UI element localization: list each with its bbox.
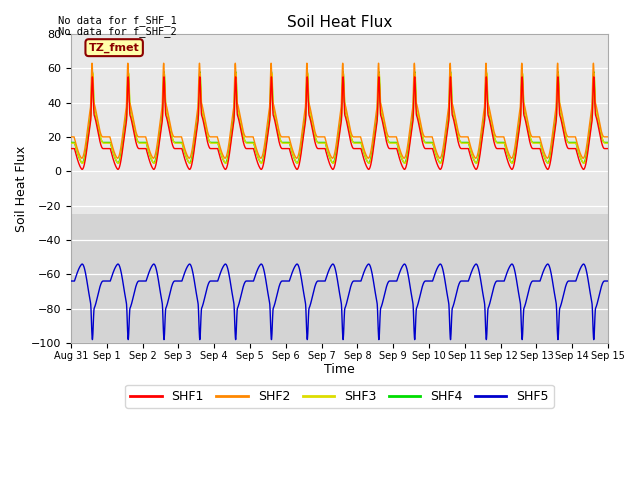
SHF2 [461,134,468,140]
SHF1 [413,114,421,120]
SHF3 [244,140,252,146]
SHF3 [413,108,421,114]
SHF4 [68,140,76,145]
SHF5 [461,278,468,284]
SHF4 [67,140,75,145]
SHF4 [563,138,571,144]
SHF5 [244,278,252,284]
Title: Soil Heat Flux: Soil Heat Flux [287,15,392,30]
Line: SHF3: SHF3 [71,73,608,163]
SHF1 [604,146,612,152]
SHF1 [78,167,86,172]
SHF3 [67,140,75,146]
SHF2 [114,156,122,161]
SHF4 [346,131,354,136]
SHF2 [413,102,421,108]
Y-axis label: Soil Heat Flux: Soil Heat Flux [15,145,28,232]
SHF1 [88,74,96,80]
SHF4 [244,140,252,145]
SHF1 [346,136,354,142]
Text: No data for f_SHF_1: No data for f_SHF_1 [58,15,177,26]
SHF5 [563,279,571,285]
SHF5 [68,278,76,284]
SHF5 [88,337,96,343]
SHF5 [604,278,612,284]
SHF1 [244,146,252,152]
Line: SHF4: SHF4 [71,72,608,163]
SHF2 [563,133,571,139]
SHF3 [346,129,354,135]
SHF1 [563,144,571,150]
SHF1 [68,146,76,152]
SHF5 [67,278,75,284]
SHF5 [346,286,354,291]
SHF2 [244,134,252,140]
SHF4 [604,140,612,145]
SHF3 [79,160,86,166]
SHF3 [376,71,383,76]
SHF4 [413,108,421,114]
SHF5 [78,261,86,267]
SHF3 [604,140,612,146]
Text: No data for f_SHF_2: No data for f_SHF_2 [58,26,177,37]
SHF2 [67,134,75,140]
Bar [71,214,608,343]
Line: SHF5: SHF5 [71,264,608,340]
Line: SHF2: SHF2 [71,63,608,158]
SHF4 [78,160,86,166]
Legend: SHF1, SHF2, SHF3, SHF4, SHF5: SHF1, SHF2, SHF3, SHF4, SHF5 [125,385,554,408]
SHF3 [461,140,468,146]
SHF1 [461,146,468,152]
SHF4 [461,140,468,145]
Line: SHF1: SHF1 [71,77,608,169]
SHF2 [604,134,612,140]
SHF2 [232,60,239,66]
SHF2 [68,134,76,140]
Bar [71,34,608,214]
X-axis label: Time: Time [324,363,355,376]
SHF5 [413,304,421,310]
Text: TZ_fmet: TZ_fmet [89,43,140,53]
SHF3 [563,138,571,144]
SHF2 [346,126,354,132]
SHF3 [68,140,76,146]
SHF4 [88,69,96,74]
SHF1 [67,146,75,152]
